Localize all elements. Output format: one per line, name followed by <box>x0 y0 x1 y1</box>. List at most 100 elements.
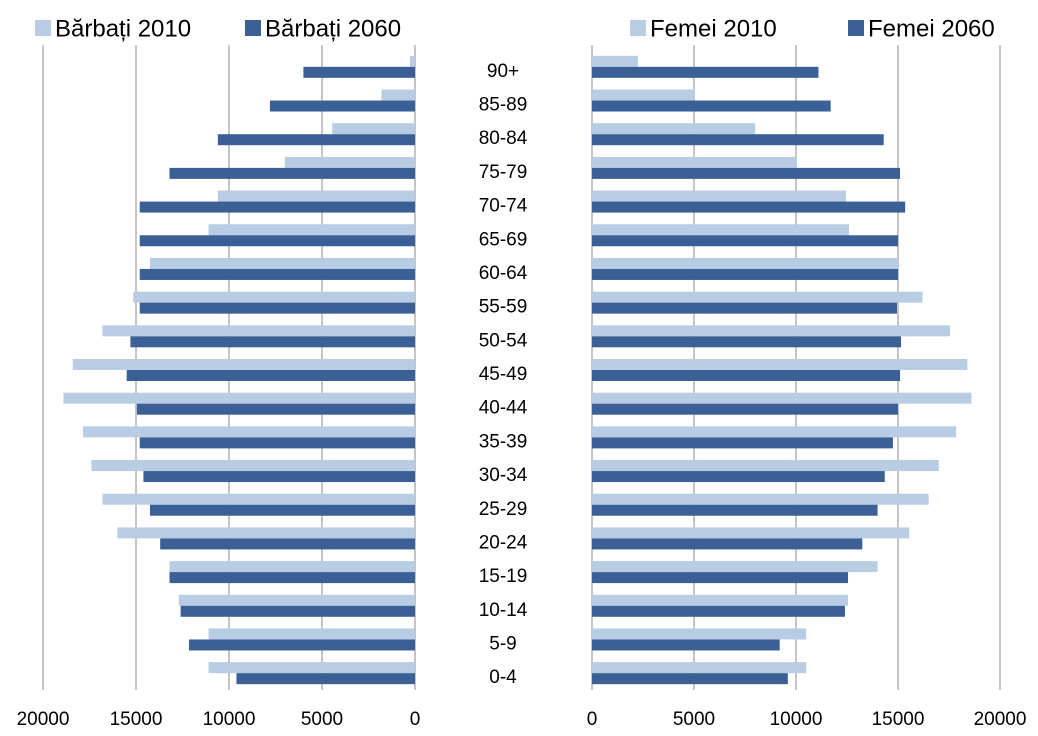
x-tick-label: 10000 <box>203 709 256 730</box>
bar <box>139 437 415 449</box>
bar <box>139 268 415 280</box>
legend-swatch <box>848 20 864 36</box>
bar <box>303 66 415 78</box>
bar <box>143 471 415 483</box>
bar <box>592 359 968 370</box>
bar <box>139 235 415 247</box>
legend-swatch <box>35 20 51 36</box>
category-label: 65-69 <box>479 229 528 250</box>
bar <box>91 460 416 472</box>
category-label: 20-24 <box>479 532 528 553</box>
bar <box>169 167 415 179</box>
bar <box>592 527 910 539</box>
category-label: 25-29 <box>479 499 528 520</box>
bar <box>160 538 415 550</box>
legend-label: Bărbați 2010 <box>55 15 191 42</box>
x-tick-label: 15000 <box>872 709 925 730</box>
bar <box>102 325 416 337</box>
bar <box>139 201 415 213</box>
x-tick-label: 0 <box>587 709 598 730</box>
bar <box>592 561 878 573</box>
category-label: 10-14 <box>479 600 528 621</box>
bar <box>592 493 929 505</box>
bar <box>136 403 415 415</box>
category-label: 55-59 <box>479 297 528 318</box>
category-label: 0-4 <box>489 667 517 688</box>
bar <box>592 426 957 438</box>
bar <box>592 538 863 550</box>
category-label: 45-49 <box>479 364 528 385</box>
bar <box>592 224 850 236</box>
bar <box>592 257 898 269</box>
bar <box>284 156 415 168</box>
bar <box>149 257 415 269</box>
legend-label: Femei 2060 <box>868 15 995 42</box>
bar <box>189 639 415 651</box>
x-tick-label: 5000 <box>301 709 343 730</box>
x-tick-label: 20000 <box>974 709 1027 730</box>
category-label: 50-54 <box>479 330 528 351</box>
bar <box>592 235 898 247</box>
category-label: 35-39 <box>479 431 528 452</box>
bar <box>217 190 415 202</box>
bar <box>592 100 831 112</box>
category-label: 15-19 <box>479 566 528 587</box>
bar <box>269 100 415 112</box>
category-label: 80-84 <box>479 128 528 149</box>
bar <box>592 605 845 617</box>
bar <box>180 605 415 617</box>
category-label: 30-34 <box>479 465 528 486</box>
bar <box>592 55 638 67</box>
legend-label: Femei 2010 <box>650 15 777 42</box>
bar <box>409 55 415 67</box>
legend-label: Bărbați 2060 <box>265 15 401 42</box>
bar <box>592 167 901 179</box>
bar <box>82 426 416 438</box>
bar <box>592 302 897 314</box>
bar <box>592 572 849 584</box>
bar <box>592 291 923 303</box>
category-label: 90+ <box>487 61 519 82</box>
category-label: 60-64 <box>479 263 528 284</box>
bar <box>592 460 939 472</box>
category-label: 75-79 <box>479 162 528 183</box>
bar <box>592 437 893 449</box>
bar <box>592 268 898 280</box>
bar <box>592 66 819 78</box>
bar <box>592 403 898 415</box>
bar <box>208 628 415 640</box>
bar <box>592 370 901 381</box>
bar <box>592 201 906 213</box>
bar <box>332 123 415 135</box>
bar <box>592 504 878 516</box>
bar <box>592 134 884 146</box>
x-tick-label: 0 <box>410 709 421 730</box>
bar <box>592 336 902 348</box>
bar <box>149 504 415 516</box>
bar <box>72 359 415 370</box>
bar <box>133 291 415 303</box>
bar <box>130 336 416 348</box>
bar <box>236 673 415 685</box>
category-label: 40-44 <box>479 398 528 419</box>
bar <box>208 662 415 674</box>
bar <box>126 370 415 381</box>
bar <box>381 89 415 101</box>
category-label: 70-74 <box>479 196 528 217</box>
bar <box>592 156 798 168</box>
x-tick-label: 10000 <box>770 709 823 730</box>
bar <box>592 628 807 640</box>
bar <box>592 392 972 404</box>
x-tick-label: 20000 <box>17 709 70 730</box>
category-label: 5-9 <box>489 633 516 654</box>
bar <box>592 639 780 651</box>
bar <box>63 392 416 404</box>
bar <box>102 493 416 505</box>
bar <box>592 594 849 606</box>
bar <box>592 123 756 135</box>
bar <box>117 527 416 539</box>
bar <box>139 302 415 314</box>
x-tick-label: 5000 <box>673 709 715 730</box>
bar <box>592 190 846 202</box>
category-label: 85-89 <box>479 95 528 116</box>
